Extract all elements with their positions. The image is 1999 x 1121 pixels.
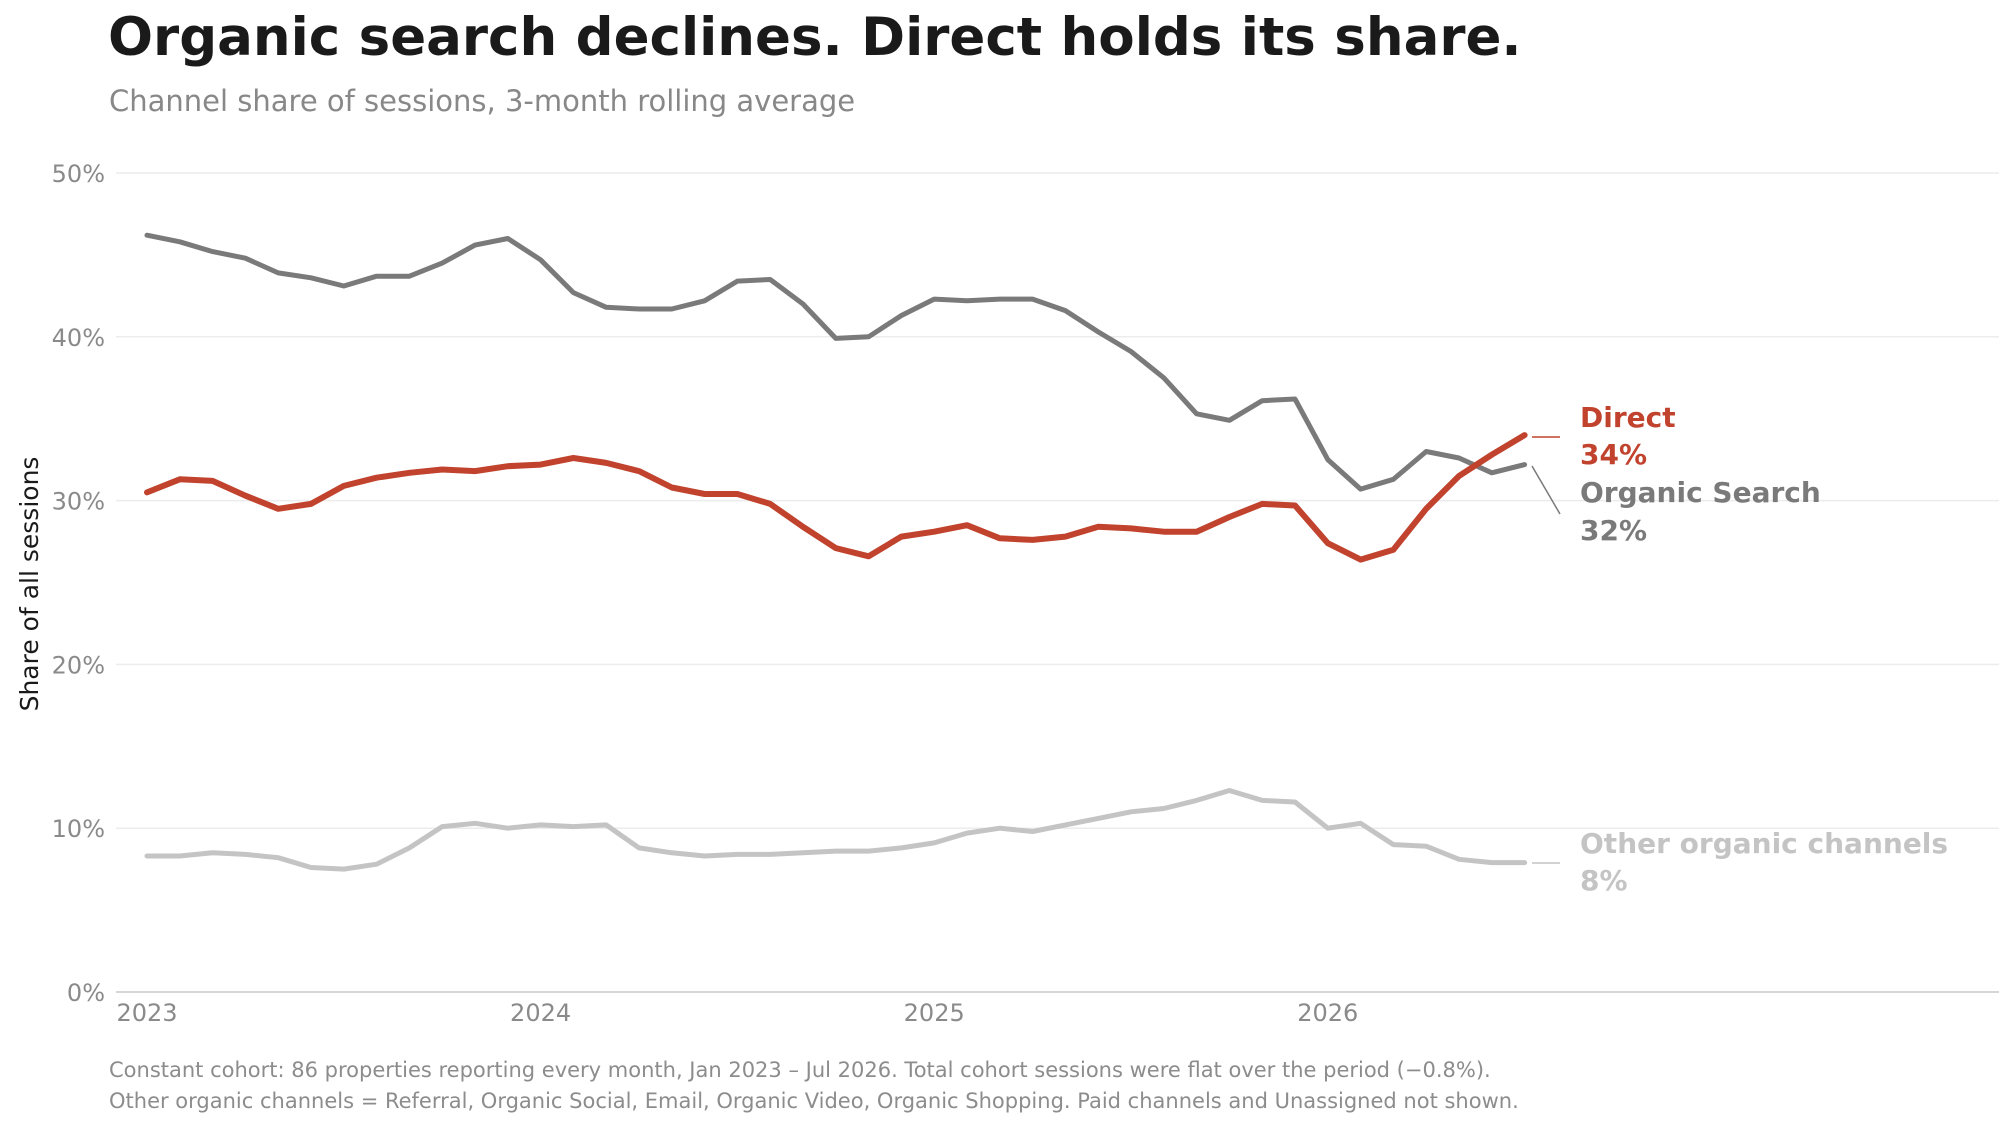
axes: 0% 10% 20% 30% 40% 50% 2023 2024 2025 2026 Share o… [15, 160, 1999, 1027]
series-line-other-organic-channels [144, 788, 1528, 872]
y-tick-label-30pct: 30% [52, 488, 105, 516]
x-tick-label-2023: 2023 [116, 999, 177, 1027]
end-label-name-other-organic-channels: Other organic channels [1580, 827, 1948, 860]
x-tick-label-2025: 2025 [904, 999, 965, 1027]
footnote-cohort: Constant cohort: 86 properties reporting… [109, 1058, 1491, 1082]
chart-subtitle: Channel share of sessions, 3-month rolli… [109, 84, 856, 118]
end-label-value-other-organic-channels: 8% [1580, 864, 1628, 897]
x-tick-label-2026: 2026 [1297, 999, 1358, 1027]
y-tick-label-0pct: 0% [67, 979, 105, 1007]
end-label-connector-organic-search [1531, 465, 1561, 515]
series-lines [144, 232, 1528, 872]
footnote-channels: Other organic channels = Referral, Organ… [109, 1089, 1519, 1113]
end-label-value-organic-search: 32% [1580, 514, 1647, 547]
end-label-value-direct: 34% [1580, 438, 1647, 471]
y-axis-title: Share of all sessions [15, 457, 44, 712]
end-label-name-direct: Direct [1580, 401, 1676, 434]
y-tick-label-20pct: 20% [52, 651, 105, 679]
y-tick-label-10pct: 10% [52, 815, 105, 843]
chart-title: Organic search declines. Direct holds it… [108, 7, 1522, 68]
series-line-direct [144, 432, 1528, 563]
series-line-organic-search [144, 232, 1528, 492]
y-tick-label-40pct: 40% [52, 324, 105, 352]
end-label-name-organic-search: Organic Search [1580, 476, 1821, 509]
end-labels: Organic Search 32% Direct 34% Other organic … [1531, 401, 1948, 897]
y-tick-label-50pct: 50% [52, 160, 105, 188]
x-tick-label-2024: 2024 [510, 999, 571, 1027]
